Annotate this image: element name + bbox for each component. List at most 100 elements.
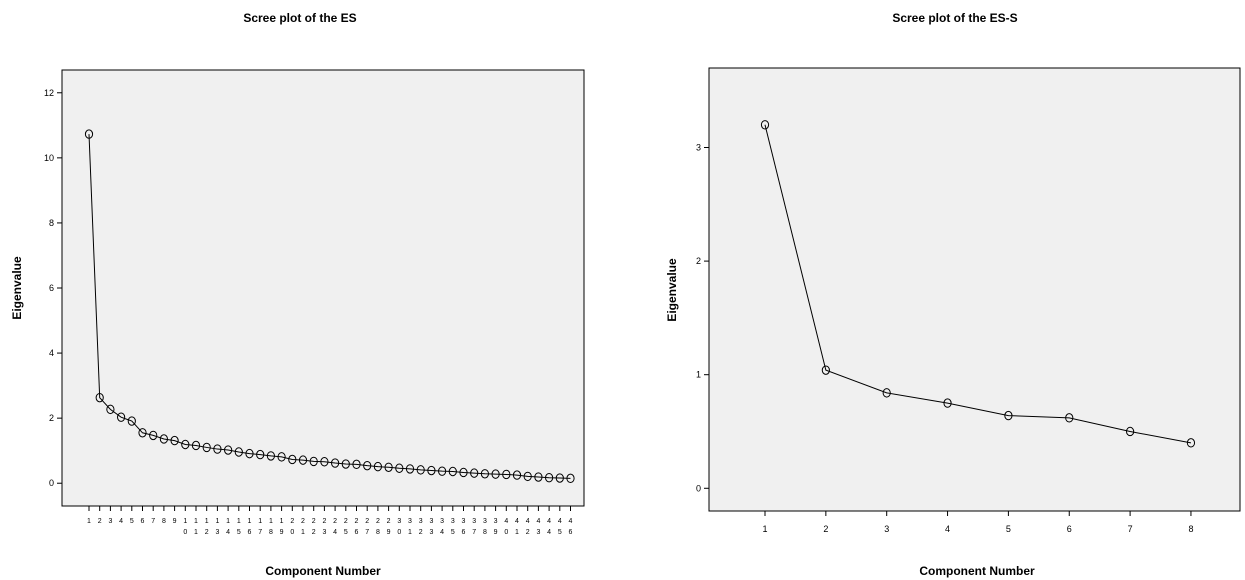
- y-tick-label: 3: [696, 143, 701, 153]
- x-tick-label: 3: [429, 529, 433, 536]
- data-point: [1065, 413, 1074, 423]
- x-tick-label: 4: [226, 529, 230, 536]
- x-tick-label: 1: [280, 518, 284, 525]
- data-point: [117, 412, 126, 422]
- x-tick-label: 4: [515, 518, 519, 525]
- x-tick-label: 9: [280, 529, 284, 536]
- x-tick-label: 1: [237, 518, 241, 525]
- x-tick-label: 6: [1067, 524, 1072, 534]
- x-tick-label: 3: [462, 518, 466, 525]
- x-tick-label: 3: [536, 529, 540, 536]
- data-point: [470, 468, 479, 478]
- x-ticks: 1 2 3 4 5 6 7 8 9 1011121314151617181920212223242…: [87, 506, 573, 536]
- x-tick-label: 5: [237, 529, 241, 536]
- plot-area: [61, 69, 585, 507]
- x-tick-label: 1: [408, 529, 412, 536]
- data-point: [395, 463, 404, 473]
- x-tick-label: 3: [483, 518, 487, 525]
- x-tick-label: 4: [945, 524, 950, 534]
- data-point: [512, 470, 522, 480]
- x-tick-label: 2: [823, 524, 828, 534]
- data-point: [545, 472, 554, 483]
- x-tick-label: 5: [1006, 524, 1011, 534]
- x-tick-label: 4: [504, 518, 508, 525]
- data-point: [555, 473, 564, 483]
- x-tick-label: 2: [376, 518, 380, 525]
- data-point: [202, 442, 211, 453]
- x-tick-label: 9: [494, 529, 498, 536]
- x-tick-label: 3: [215, 529, 219, 536]
- x-tick-label: 1: [205, 518, 209, 525]
- x-tick-label: 8: [376, 529, 380, 536]
- x-tick-label: 1: [194, 529, 198, 536]
- scree-chart-es-s: Scree plot of the ES-S Eigenvalue Compon…: [665, 11, 1241, 578]
- data-point: [266, 451, 275, 461]
- x-tick-label: 6: [248, 529, 252, 536]
- x-tick-label: 5: [558, 529, 562, 536]
- x-tick-label: 7: [365, 529, 369, 536]
- x-tick-label: 6: [569, 529, 573, 536]
- x-tick-label: 1: [87, 518, 91, 525]
- data-point: [170, 435, 179, 446]
- x-tick-label: 4: [569, 518, 573, 525]
- x-tick-label: 4: [526, 518, 530, 525]
- x-tick-label: 6: [462, 529, 466, 536]
- x-tick-label: 1: [194, 518, 198, 525]
- data-point: [1186, 438, 1196, 448]
- y-tick-label: 10: [44, 153, 54, 163]
- chart-title: Scree plot of the ES-S: [892, 11, 1017, 25]
- series-line: [764, 124, 1192, 444]
- x-tick-label: 1: [183, 518, 187, 525]
- data-point: [309, 456, 318, 467]
- y-tick-label: 6: [49, 283, 54, 293]
- data-point: [159, 434, 168, 444]
- data-point: [882, 388, 891, 398]
- x-tick-label: 0: [290, 529, 294, 536]
- y-ticks: 0 2 4 6 8 10 12: [44, 88, 62, 488]
- x-tick-label: 4: [333, 529, 337, 536]
- data-point: [84, 129, 94, 139]
- data-point: [138, 428, 147, 438]
- y-axis-label: Eigenvalue: [10, 256, 24, 320]
- y-ticks: 0 1 2 3: [696, 143, 709, 493]
- data-point: [288, 454, 297, 465]
- x-tick-label: 8: [483, 529, 487, 536]
- series: [760, 120, 1196, 448]
- x-tick-label: 4: [547, 518, 551, 525]
- x-tick-label: 3: [419, 518, 423, 525]
- y-tick-label: 4: [49, 348, 54, 358]
- y-tick-label: 0: [49, 478, 54, 488]
- x-tick-label: 0: [504, 529, 508, 536]
- x-tick-label: 8: [1188, 524, 1193, 534]
- x-tick-label: 2: [526, 529, 530, 536]
- data-point: [106, 404, 115, 415]
- y-tick-label: 2: [696, 256, 701, 266]
- x-tick-label: 3: [440, 518, 444, 525]
- x-tick-label: 1: [226, 518, 230, 525]
- x-tick-label: 2: [365, 518, 369, 525]
- x-tick-label: 7: [1128, 524, 1133, 534]
- x-axis-label: Component Number: [265, 564, 381, 578]
- data-point: [95, 392, 104, 403]
- x-tick-label: 3: [429, 518, 433, 525]
- x-tick-label: 1: [762, 524, 767, 534]
- x-tick-label: 7: [258, 529, 262, 536]
- x-tick-label: 3: [884, 524, 889, 534]
- data-point: [1004, 410, 1013, 421]
- x-tick-label: 3: [322, 529, 326, 536]
- x-tick-label: 4: [547, 529, 551, 536]
- data-point: [127, 416, 136, 426]
- x-tick-label: 1: [515, 529, 519, 536]
- data-point: [480, 469, 489, 479]
- data-point: [320, 457, 329, 467]
- data-point: [760, 120, 770, 130]
- data-point: [448, 466, 457, 477]
- x-tick-label: 2: [301, 518, 305, 525]
- x-axis-label: Component Number: [919, 564, 1035, 578]
- data-point: [213, 444, 222, 454]
- x-tick-label: 3: [397, 518, 401, 525]
- x-tick-label: 2: [322, 518, 326, 525]
- x-tick-label: 2: [344, 518, 348, 525]
- x-tick-label: 8: [162, 518, 166, 525]
- y-axis-label: Eigenvalue: [665, 258, 679, 322]
